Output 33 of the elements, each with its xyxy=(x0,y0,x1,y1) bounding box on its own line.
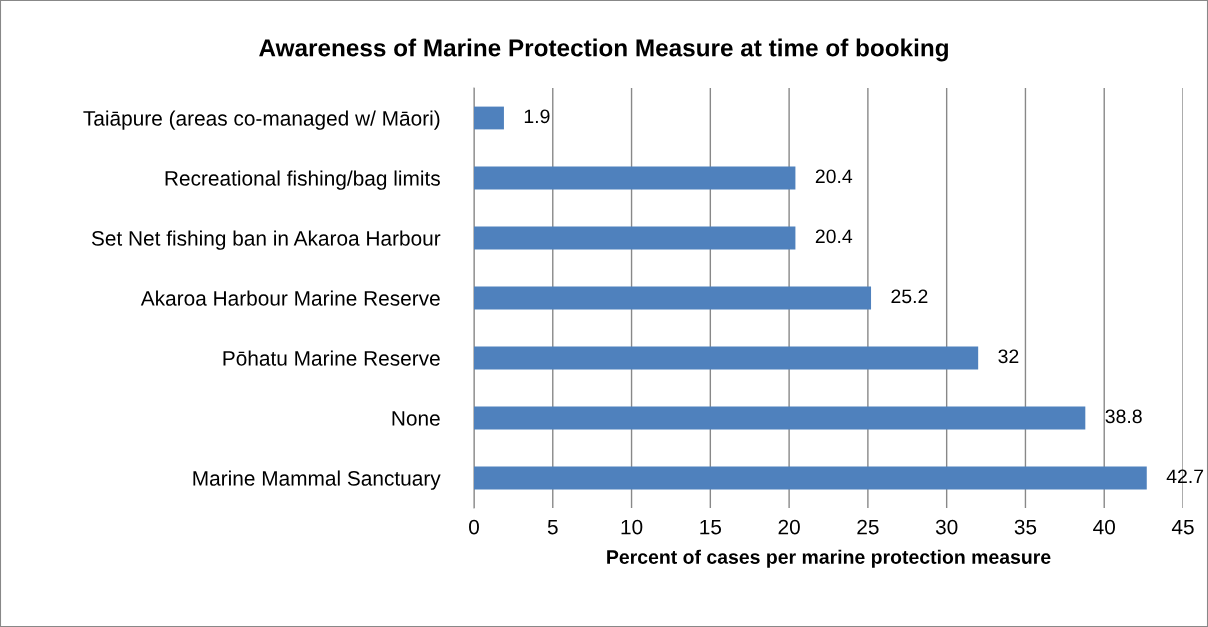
x-tick-label: 25 xyxy=(857,519,879,535)
bar xyxy=(474,466,1147,490)
y-tick-label: None xyxy=(392,411,440,426)
y-tick-label: Set Net fishing ban in Akaroa Harbour xyxy=(91,230,441,250)
y-tick-label: Akaroa Harbour Marine Reserve xyxy=(140,290,440,306)
x-tick-label: 20 xyxy=(778,519,800,535)
y-tick-label: Taiāpure (areas co-managed w/ Māori) xyxy=(83,110,440,130)
x-tick-label: 15 xyxy=(700,519,722,535)
data-label: 20.4 xyxy=(815,229,853,244)
bar xyxy=(474,286,872,310)
bar xyxy=(474,406,1086,430)
bar xyxy=(474,166,796,190)
y-tick-label: Recreational fishing/bag limits xyxy=(165,170,440,190)
bar xyxy=(474,106,504,130)
data-label: 25.2 xyxy=(891,289,928,304)
data-label: 42.7 xyxy=(1166,469,1204,484)
x-tick-label: 5 xyxy=(547,519,558,535)
x-tick-label: 10 xyxy=(621,519,643,535)
bar xyxy=(474,226,796,250)
data-label: 32 xyxy=(998,349,1019,364)
data-label: 20.4 xyxy=(815,169,853,184)
x-tick-label: 40 xyxy=(1093,519,1115,535)
bar xyxy=(474,346,979,370)
x-tick-label: 0 xyxy=(469,519,479,535)
y-tick-label: Marine Mammal Sanctuary xyxy=(193,470,441,490)
data-label: 1.9 xyxy=(524,109,550,124)
x-tick-label: 30 xyxy=(935,519,958,535)
x-axis-title: Percent of cases per marine protection measure xyxy=(607,549,1051,568)
chart-title: Awareness of Marine Protection Measure at time of booking xyxy=(259,38,948,62)
x-tick-label: 45 xyxy=(1171,519,1194,535)
data-label: 38.8 xyxy=(1105,409,1142,424)
y-tick-label: Pōhatu Marine Reserve xyxy=(223,350,440,366)
x-tick-label: 35 xyxy=(1014,519,1037,535)
